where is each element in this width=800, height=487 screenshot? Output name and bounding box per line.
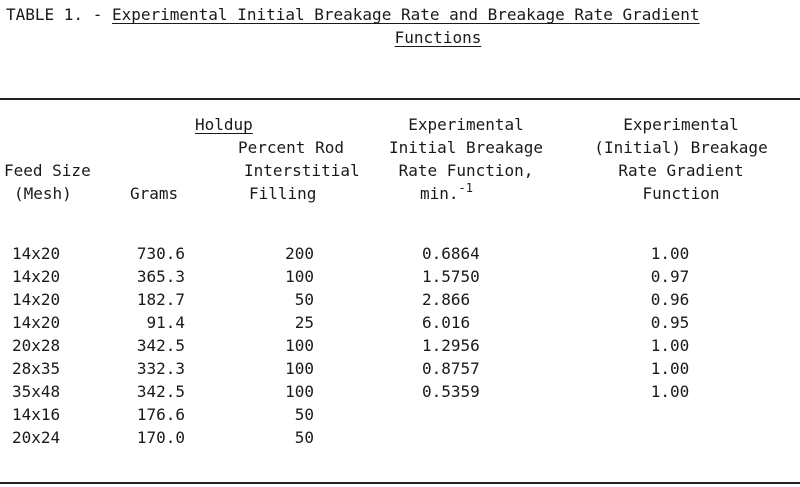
cell-rate: 1.5750 (422, 267, 480, 286)
header-holdup: Holdup (195, 115, 253, 134)
cell-grams: 170.0 (136, 428, 185, 447)
cell-feed: 28x35 (12, 359, 61, 378)
cell-rate: 0.8757 (422, 359, 480, 378)
table-title-line2: Functions (394, 28, 482, 47)
cell-gradient: 0.95 (650, 313, 690, 332)
cell-grams: 182.7 (136, 290, 185, 309)
cell-grams: 365.3 (136, 267, 185, 286)
cell-rate: 1.2956 (422, 336, 480, 355)
header-feed-size-2: (Mesh) (14, 184, 72, 203)
header-percent-rod-2: Interstitial (244, 161, 360, 180)
header-gradient-2: (Initial) Breakage (594, 138, 768, 157)
table-title: TABLE 1. - Experimental Initial Breakage… (6, 5, 700, 25)
cell-rate: 0.5359 (422, 382, 480, 401)
cell-feed: 20x28 (12, 336, 61, 355)
header-initial-rate-1: Experimental (408, 115, 524, 134)
header-gradient-3: Rate Gradient (618, 161, 744, 180)
cell-feed: 14x16 (12, 405, 61, 424)
top-rule (0, 98, 800, 100)
cell-gradient: 0.97 (650, 267, 690, 286)
header-initial-rate-3: Rate Function, (398, 161, 534, 180)
table-title-prefix: TABLE 1. - (6, 5, 112, 24)
header-gradient-1: Experimental (623, 115, 739, 134)
cell-percent: 50 (294, 290, 314, 309)
header-gradient-4: Function (642, 184, 720, 203)
cell-gradient: 1.00 (650, 359, 690, 378)
cell-grams: 176.6 (136, 405, 185, 424)
cell-percent: 50 (294, 428, 314, 447)
cell-feed: 14x20 (12, 290, 61, 309)
table-title-line1: Experimental Initial Breakage Rate and B… (111, 5, 700, 24)
cell-rate: 2.866 (422, 290, 471, 309)
cell-percent: 100 (285, 359, 314, 378)
cell-feed: 14x20 (12, 267, 61, 286)
cell-gradient: 1.00 (650, 382, 690, 401)
cell-grams: 730.6 (136, 244, 185, 263)
header-percent-rod-3: Filling (249, 184, 317, 203)
header-feed-size-1: Feed Size (4, 161, 91, 180)
cell-percent: 100 (285, 382, 314, 401)
cell-feed: 14x20 (12, 244, 61, 263)
bottom-rule (0, 482, 800, 484)
header-percent-rod-1: Percent Rod (238, 138, 344, 157)
cell-grams: 332.3 (136, 359, 185, 378)
cell-percent: 100 (285, 336, 314, 355)
cell-rate: 0.6864 (422, 244, 480, 263)
cell-gradient: 1.00 (650, 244, 690, 263)
cell-feed: 35x48 (12, 382, 61, 401)
cell-grams: 91.4 (146, 313, 185, 332)
cell-feed: 14x20 (12, 313, 61, 332)
cell-gradient: 1.00 (650, 336, 690, 355)
header-initial-rate-2: Initial Breakage (388, 138, 544, 157)
header-initial-rate-4: min.-1 (420, 181, 473, 205)
cell-percent: 100 (285, 267, 314, 286)
header-grams: Grams (130, 184, 179, 203)
cell-gradient: 0.96 (650, 290, 690, 309)
cell-percent: 25 (294, 313, 314, 332)
header-initial-rate-sup: -1 (458, 181, 473, 195)
cell-grams: 342.5 (136, 382, 185, 401)
cell-grams: 342.5 (136, 336, 185, 355)
cell-percent: 200 (285, 244, 314, 263)
cell-percent: 50 (294, 405, 314, 424)
header-initial-rate-unit: min. (420, 184, 459, 203)
cell-feed: 20x24 (12, 428, 61, 447)
cell-rate: 6.016 (422, 313, 471, 332)
